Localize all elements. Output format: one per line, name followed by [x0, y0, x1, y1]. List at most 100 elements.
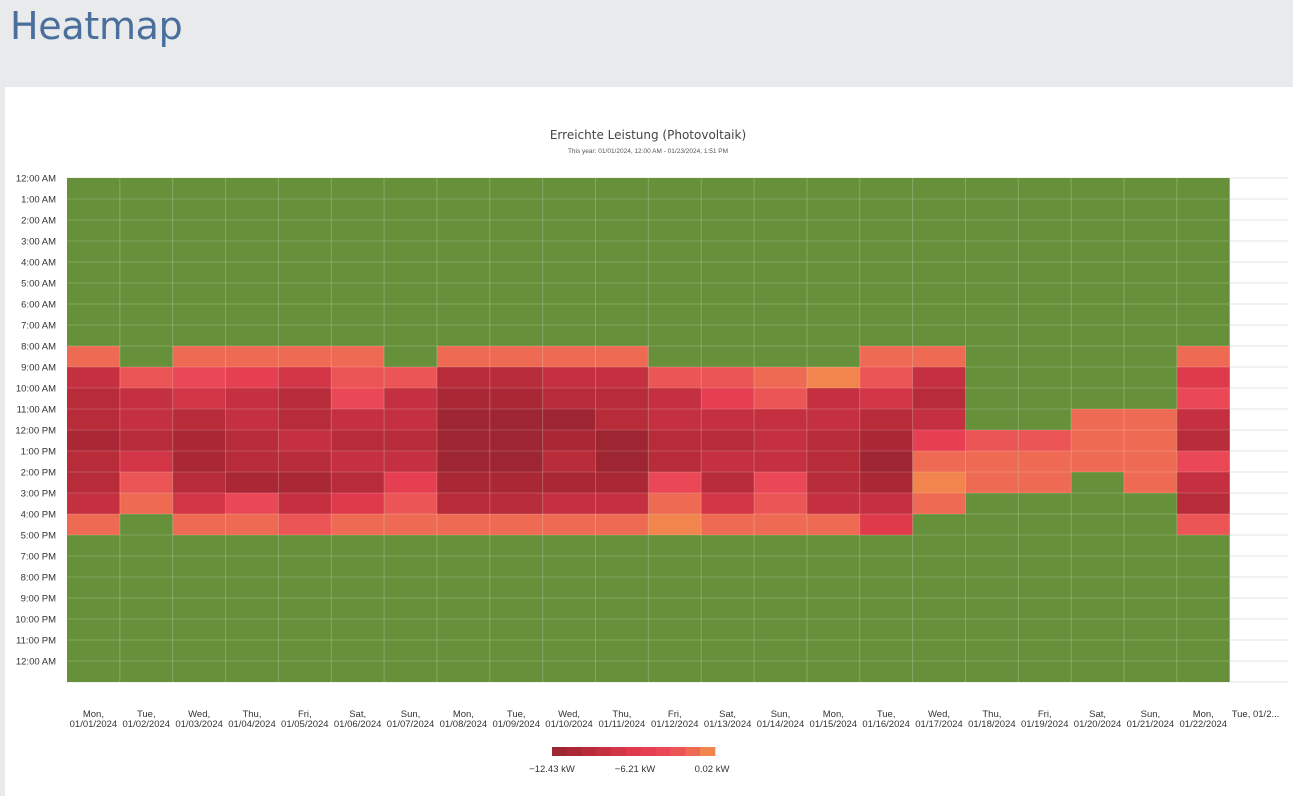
heatmap-cell [119, 472, 173, 493]
heatmap-cell [806, 472, 860, 493]
x-tick-label-date: 01/03/2024 [175, 719, 223, 730]
heatmap-cell [278, 388, 332, 409]
legend-swatch [700, 747, 716, 756]
heatmap-cell [278, 493, 332, 514]
heatmap-cell [278, 367, 332, 388]
heatmap-cell [806, 493, 860, 514]
heatmap-cell [119, 367, 173, 388]
heatmap-cell [67, 514, 120, 535]
heatmap-cell [489, 451, 543, 472]
heatmap-cell [172, 367, 226, 388]
heatmap-cell [278, 472, 332, 493]
heatmap-cell [1176, 493, 1230, 514]
heatmap-cells [67, 178, 1230, 682]
heatmap-cell [595, 409, 649, 430]
heatmap-cell [119, 430, 173, 451]
heatmap-cell [119, 493, 173, 514]
heatmap-cell [912, 367, 966, 388]
x-tick-label-day: Mon, [823, 709, 844, 720]
x-tick-label-day: Sat, [349, 709, 366, 720]
heatmap-cell [754, 367, 807, 388]
heatmap-cell [754, 493, 807, 514]
heatmap-cell [331, 388, 385, 409]
heatmap-cell [701, 514, 755, 535]
heatmap-cell [436, 493, 490, 514]
heatmap-cell [912, 472, 966, 493]
heatmap-cell [754, 514, 807, 535]
y-tick-label: 2:00 AM [21, 216, 56, 227]
heatmap-cell [489, 430, 543, 451]
y-tick-label: 8:00 PM [21, 573, 56, 584]
y-tick-label: 5:00 AM [21, 279, 56, 290]
heatmap-cell [859, 514, 913, 535]
x-tick-label-day: Sat, [719, 709, 736, 720]
heatmap-cell [436, 472, 490, 493]
heatmap-cell [384, 367, 437, 388]
heatmap-cell [278, 514, 332, 535]
legend-swatch [626, 747, 642, 756]
heatmap-cell [542, 451, 596, 472]
heatmap-cell [965, 472, 1019, 493]
heatmap-cell [648, 451, 702, 472]
x-tick-label-date: 01/09/2024 [492, 719, 540, 730]
chart-panel: Erreichte Leistung (Photovoltaik) This y… [5, 87, 1293, 796]
y-tick-label: 3:00 AM [21, 237, 56, 248]
legend-label: −6.21 kW [615, 764, 655, 775]
heatmap-cell [701, 430, 755, 451]
x-tick-label-date: 01/07/2024 [387, 719, 435, 730]
heatmap-cell [648, 409, 702, 430]
heatmap-cell [542, 514, 596, 535]
heatmap-cell [225, 409, 279, 430]
heatmap-cell [859, 430, 913, 451]
heatmap-cell [965, 451, 1019, 472]
heatmap-cell [859, 367, 913, 388]
heatmap-cell [806, 388, 860, 409]
heatmap-cell [701, 472, 755, 493]
y-tick-label: 10:00 AM [16, 384, 56, 395]
heatmap-cell [648, 367, 702, 388]
legend-swatch [685, 747, 701, 756]
x-tick-label-date: 01/04/2024 [228, 719, 276, 730]
heatmap-cell [384, 388, 437, 409]
heatmap-cell [331, 493, 385, 514]
heatmap-cell [225, 493, 279, 514]
cell-separators [67, 178, 1230, 682]
heatmap-cell [172, 388, 226, 409]
heatmap-cell [436, 367, 490, 388]
x-tick-label-date: 01/05/2024 [281, 719, 329, 730]
heatmap-cell [384, 409, 437, 430]
heatmap-cell [542, 493, 596, 514]
x-tick-label-date: 01/02/2024 [123, 719, 171, 730]
heatmap-cell [331, 514, 385, 535]
heatmap-cell [542, 472, 596, 493]
x-tick-label-date: 01/21/2024 [1127, 719, 1175, 730]
heatmap-cell [912, 493, 966, 514]
color-legend: −12.43 kW −6.21 kW 0.02 kW [529, 747, 729, 775]
legend-swatch [596, 747, 612, 756]
heatmap-cell [119, 409, 173, 430]
heatmap-cell [172, 493, 226, 514]
x-tick-label-day: Tue, [507, 709, 526, 720]
heatmap-cell [595, 451, 649, 472]
heatmap-cell [595, 493, 649, 514]
x-tick-label-day: Tue, [137, 709, 156, 720]
page-title: Heatmap [10, 4, 183, 48]
heatmap-cell [67, 388, 120, 409]
heatmap-cell [912, 346, 966, 367]
heatmap-cell [1018, 451, 1072, 472]
heatmap-cell [489, 409, 543, 430]
heatmap-cell [1071, 430, 1124, 451]
x-tick-label-day: Fri, [668, 709, 682, 720]
heatmap-cell [67, 430, 120, 451]
heatmap-cell [172, 346, 226, 367]
y-tick-label: 12:00 AM [16, 657, 56, 668]
x-tick-label-day: Sun, [771, 709, 791, 720]
heatmap-cell [225, 451, 279, 472]
y-tick-label: 4:00 AM [21, 258, 56, 269]
y-tick-label: 1:00 AM [21, 195, 56, 206]
x-tick-label-day: Mon, [453, 709, 474, 720]
heatmap-cell [172, 472, 226, 493]
y-tick-label: 1:00 PM [21, 447, 56, 458]
heatmap-cell [1176, 388, 1230, 409]
heatmap-cell [595, 388, 649, 409]
